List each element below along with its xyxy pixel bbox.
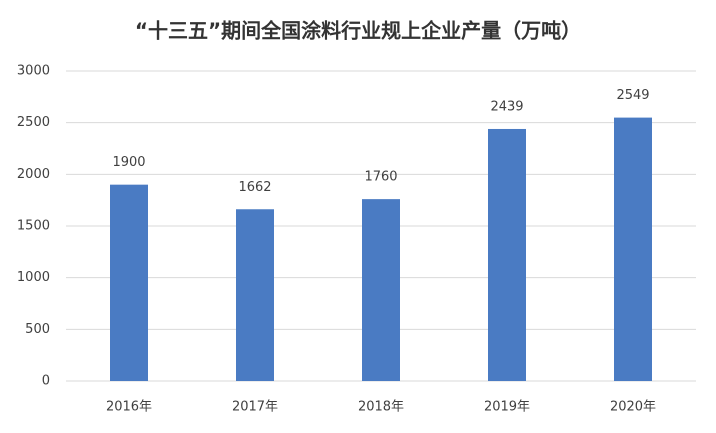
x-tick-label: 2017年 bbox=[232, 400, 278, 415]
y-tick-label: 3000 bbox=[17, 64, 50, 79]
x-tick-label: 2016年 bbox=[106, 400, 152, 415]
bar bbox=[614, 117, 652, 381]
data-label: 1900 bbox=[112, 155, 145, 170]
y-tick-label: 1500 bbox=[17, 219, 50, 234]
y-tick-label: 0 bbox=[42, 374, 50, 389]
bar bbox=[110, 184, 148, 381]
data-label: 1662 bbox=[238, 180, 271, 195]
x-tick-label: 2018年 bbox=[358, 400, 404, 415]
chart-title: “十三五”期间全国涂料行业规上企业产量（万吨） bbox=[135, 19, 581, 43]
bar bbox=[236, 209, 274, 381]
x-tick-label: 2020年 bbox=[610, 400, 656, 415]
y-tick-label: 2000 bbox=[17, 167, 50, 182]
bar bbox=[488, 128, 526, 381]
y-tick-label: 1000 bbox=[17, 270, 50, 285]
data-label: 2549 bbox=[616, 88, 649, 103]
data-label: 2439 bbox=[490, 99, 523, 114]
y-tick-label: 500 bbox=[25, 322, 50, 337]
x-tick-label: 2019年 bbox=[484, 400, 530, 415]
y-tick-label: 2500 bbox=[17, 115, 50, 130]
bar bbox=[362, 199, 400, 381]
data-label: 1760 bbox=[364, 170, 397, 185]
